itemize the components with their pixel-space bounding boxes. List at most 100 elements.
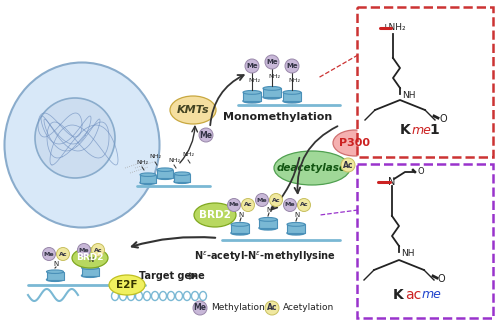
Circle shape xyxy=(193,301,207,315)
Ellipse shape xyxy=(283,99,301,103)
Text: Me: Me xyxy=(194,304,206,313)
FancyBboxPatch shape xyxy=(259,219,277,228)
Ellipse shape xyxy=(243,90,261,94)
Text: BRD2: BRD2 xyxy=(199,210,231,220)
Ellipse shape xyxy=(259,217,277,221)
Text: Me: Me xyxy=(286,63,298,69)
Text: +NH₂: +NH₂ xyxy=(380,24,406,32)
Text: Me: Me xyxy=(200,131,212,140)
Text: NH₂: NH₂ xyxy=(149,155,161,159)
Text: NH₂: NH₂ xyxy=(182,153,194,157)
Text: Me: Me xyxy=(256,198,268,202)
Text: me: me xyxy=(412,123,432,136)
Circle shape xyxy=(285,59,299,73)
FancyBboxPatch shape xyxy=(287,225,305,233)
Text: Monomethylation: Monomethylation xyxy=(224,112,332,122)
Text: Acetylation: Acetylation xyxy=(283,304,334,313)
Circle shape xyxy=(92,244,104,257)
Text: NH: NH xyxy=(402,91,415,100)
Circle shape xyxy=(265,301,279,315)
Ellipse shape xyxy=(333,130,377,156)
Ellipse shape xyxy=(194,203,236,227)
Text: Ac: Ac xyxy=(94,248,102,252)
Circle shape xyxy=(228,199,240,212)
Text: N: N xyxy=(294,212,300,218)
Text: Ac: Ac xyxy=(244,202,252,207)
Ellipse shape xyxy=(109,275,145,295)
Text: NH₂: NH₂ xyxy=(268,74,280,78)
FancyBboxPatch shape xyxy=(231,225,249,233)
Ellipse shape xyxy=(174,180,190,183)
Text: Ac: Ac xyxy=(58,251,68,257)
Text: NH: NH xyxy=(401,249,414,259)
Circle shape xyxy=(256,193,268,206)
Circle shape xyxy=(284,199,296,212)
Text: N: N xyxy=(388,177,396,187)
Circle shape xyxy=(341,158,355,172)
Text: Me: Me xyxy=(284,202,296,207)
Text: Target gene: Target gene xyxy=(139,271,205,281)
Ellipse shape xyxy=(140,173,156,177)
Text: K: K xyxy=(400,123,411,137)
Ellipse shape xyxy=(231,231,249,235)
Ellipse shape xyxy=(287,231,305,235)
Text: O: O xyxy=(418,168,424,177)
Circle shape xyxy=(298,199,310,212)
Circle shape xyxy=(78,244,90,257)
Ellipse shape xyxy=(170,96,216,124)
Circle shape xyxy=(245,59,259,73)
Text: N: N xyxy=(266,207,272,213)
Text: NH₂: NH₂ xyxy=(136,159,148,165)
FancyBboxPatch shape xyxy=(82,268,98,276)
Text: P300: P300 xyxy=(340,138,370,148)
Text: BRD2: BRD2 xyxy=(76,253,104,262)
Ellipse shape xyxy=(283,90,301,94)
FancyBboxPatch shape xyxy=(263,88,281,97)
Ellipse shape xyxy=(174,172,190,176)
Circle shape xyxy=(265,55,279,69)
Circle shape xyxy=(242,199,254,212)
Text: N$^{ε}$-acetyl-N$^{ε}$-methyllysine: N$^{ε}$-acetyl-N$^{ε}$-methyllysine xyxy=(194,250,336,264)
Circle shape xyxy=(42,248,56,260)
Ellipse shape xyxy=(263,87,281,90)
FancyBboxPatch shape xyxy=(157,170,173,178)
Text: Me: Me xyxy=(246,63,258,69)
Ellipse shape xyxy=(263,95,281,99)
Text: E2F: E2F xyxy=(116,280,138,290)
Ellipse shape xyxy=(82,266,98,270)
Ellipse shape xyxy=(72,248,108,268)
Text: 1: 1 xyxy=(429,123,439,137)
FancyBboxPatch shape xyxy=(46,272,64,280)
Text: Ac: Ac xyxy=(272,198,280,202)
Text: Ac: Ac xyxy=(267,304,277,313)
Text: Ac: Ac xyxy=(300,202,308,207)
Ellipse shape xyxy=(140,181,156,184)
Text: Me: Me xyxy=(228,202,239,207)
Text: N: N xyxy=(238,212,244,218)
Text: K: K xyxy=(393,288,404,302)
FancyBboxPatch shape xyxy=(283,92,301,101)
FancyBboxPatch shape xyxy=(357,164,493,318)
Circle shape xyxy=(56,248,70,260)
Ellipse shape xyxy=(287,223,305,226)
Ellipse shape xyxy=(35,98,115,178)
Text: Ac: Ac xyxy=(343,160,353,169)
Text: NH₂: NH₂ xyxy=(168,157,180,163)
Ellipse shape xyxy=(46,278,64,281)
Text: N: N xyxy=(88,257,94,263)
Text: O: O xyxy=(438,274,446,284)
FancyBboxPatch shape xyxy=(243,92,261,101)
Text: me: me xyxy=(422,288,442,302)
Ellipse shape xyxy=(82,274,98,277)
Text: Methylation: Methylation xyxy=(211,304,265,313)
Text: ac: ac xyxy=(405,288,421,302)
Ellipse shape xyxy=(157,176,173,179)
Text: Me: Me xyxy=(44,251,54,257)
Ellipse shape xyxy=(231,223,249,226)
FancyBboxPatch shape xyxy=(357,7,493,157)
Ellipse shape xyxy=(259,226,277,230)
FancyBboxPatch shape xyxy=(174,174,190,182)
Text: deacetylase: deacetylase xyxy=(277,163,347,173)
Text: N: N xyxy=(54,261,59,267)
Text: NH₂: NH₂ xyxy=(288,77,300,83)
